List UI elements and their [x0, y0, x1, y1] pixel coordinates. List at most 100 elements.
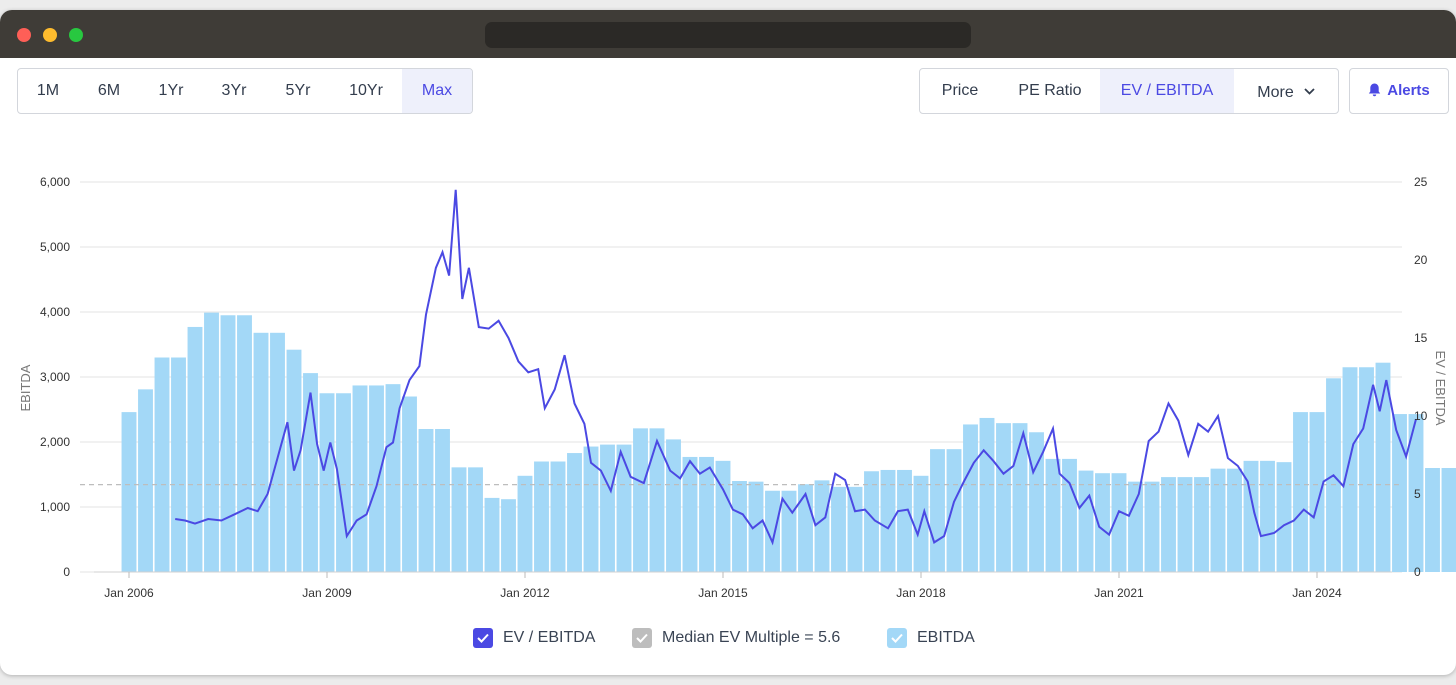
- ebitda-bar: [138, 389, 153, 572]
- legend-label-ebitda: EBITDA: [917, 629, 975, 646]
- more-label: More: [1257, 84, 1294, 101]
- ebitda-bar: [847, 486, 863, 572]
- x-tick-label: Jan 2024: [1292, 586, 1342, 600]
- ebitda-bar: [699, 456, 714, 572]
- ebitda-bar: [1309, 412, 1325, 572]
- ebitda-bar: [501, 499, 516, 572]
- y2-axis-label: EV / EBITDA: [1433, 350, 1448, 425]
- ebitda-bar: [682, 456, 698, 572]
- more-dropdown[interactable]: More: [1234, 69, 1338, 113]
- bell-icon: [1369, 83, 1381, 97]
- tab-price[interactable]: Price: [941, 82, 979, 99]
- ebitda-bar: [1375, 362, 1391, 572]
- ebitda-bar: [1095, 473, 1110, 572]
- ebitda-bar: [303, 373, 318, 572]
- legend-item-ev-ebitda[interactable]: EV / EBITDA: [473, 626, 595, 650]
- left-tick-label: 3,000: [40, 370, 70, 384]
- ebitda-bar: [204, 312, 219, 572]
- ebitda-bar: [1441, 468, 1456, 572]
- ebitda-bar: [154, 357, 170, 572]
- ebitda-bar: [319, 393, 335, 572]
- left-tick-label: 0: [63, 565, 70, 579]
- right-tick-label: 10: [1414, 409, 1428, 423]
- title-bar: [0, 10, 1456, 58]
- ebitda-bar: [633, 428, 648, 572]
- range-5yr-button[interactable]: 5Yr: [285, 82, 311, 99]
- minimize-window-button[interactable]: [43, 28, 57, 42]
- ebitda-bar: [996, 423, 1011, 572]
- right-tick-label: 25: [1414, 175, 1428, 189]
- ebitda-bar: [864, 471, 879, 572]
- ebitda-bar: [600, 444, 615, 572]
- ebitda-bar: [336, 393, 351, 572]
- ebitda-bar: [534, 461, 549, 572]
- checkbox-icon: [473, 628, 493, 648]
- ebitda-bar: [1111, 473, 1127, 572]
- ebitda-bar: [385, 384, 401, 572]
- ebitda-bar: [1227, 468, 1242, 572]
- ebitda-bar: [550, 461, 566, 572]
- ebitda-bar: [1194, 477, 1209, 572]
- legend-item-ebitda[interactable]: EBITDA: [887, 626, 975, 650]
- ebitda-bar: [121, 412, 137, 572]
- x-tick-label: Jan 2021: [1094, 586, 1144, 600]
- ebitda-bar: [1078, 470, 1094, 572]
- x-tick-label: Jan 2018: [896, 586, 946, 600]
- ebitda-bar: [798, 484, 813, 572]
- ebitda-bar: [732, 481, 747, 572]
- right-axis-ticks: 0 5 10 15 20 25: [1414, 175, 1428, 579]
- ebitda-bar: [831, 486, 846, 572]
- left-tick-label: 5,000: [40, 240, 70, 254]
- ebitda-bar: [567, 453, 582, 572]
- ebitda-bar: [649, 428, 665, 572]
- range-10yr-button[interactable]: 10Yr: [349, 82, 383, 99]
- ebitda-bar: [946, 449, 962, 572]
- ebitda-bar: [781, 490, 797, 572]
- ev-ebitda-line: [175, 189, 1417, 546]
- right-tick-label: 5: [1414, 487, 1421, 501]
- left-tick-label: 6,000: [40, 175, 70, 189]
- close-window-button[interactable]: [17, 28, 31, 42]
- ebitda-bar: [484, 497, 500, 572]
- ebitda-bar: [220, 315, 236, 572]
- ebitda-bar: [517, 475, 533, 572]
- ebitda-bar: [666, 439, 681, 572]
- range-1yr-button[interactable]: 1Yr: [158, 82, 184, 99]
- address-bar[interactable]: [485, 22, 971, 48]
- ebitda-bar: [1425, 468, 1440, 572]
- ebitda-bar: [171, 357, 186, 572]
- legend-label-ev: EV / EBITDA: [503, 629, 596, 646]
- ebitda-bar: [897, 469, 912, 572]
- range-6m-button[interactable]: 6M: [97, 82, 121, 99]
- ebitda-bar: [979, 417, 995, 572]
- y-axis-label: EBITDA: [18, 364, 33, 411]
- ebitda-bar: [715, 460, 731, 572]
- range-1m-button[interactable]: 1M: [36, 82, 60, 99]
- ebitda-bar: [1128, 481, 1143, 572]
- x-tick-label: Jan 2009: [302, 586, 352, 600]
- ebitda-bars: [121, 312, 1456, 572]
- legend-item-median[interactable]: Median EV Multiple = 5.6: [632, 626, 840, 650]
- tab-ev-ebitda[interactable]: EV / EBITDA: [1100, 69, 1234, 113]
- alerts-button[interactable]: Alerts: [1349, 68, 1449, 114]
- ebitda-bar: [930, 449, 945, 572]
- left-tick-label: 1,000: [40, 500, 70, 514]
- range-max-button[interactable]: Max: [402, 69, 472, 113]
- ebitda-bar: [369, 385, 384, 572]
- ebitda-bar: [1243, 460, 1259, 572]
- ebitda-bar: [1342, 367, 1358, 572]
- range-3yr-button[interactable]: 3Yr: [221, 82, 247, 99]
- ebitda-bar: [402, 396, 417, 572]
- ebitda-bar: [616, 444, 632, 572]
- ebitda-bar: [814, 480, 830, 572]
- ebitda-bar: [1408, 414, 1424, 572]
- right-tick-label: 0: [1414, 565, 1421, 579]
- ebitda-bar: [253, 332, 269, 572]
- ebitda-bar: [880, 469, 896, 572]
- ebitda-bar: [1359, 367, 1374, 572]
- x-axis-ticks: Jan 2006 Jan 2009 Jan 2012 Jan 2015 Jan 2018…: [94, 571, 1392, 600]
- ebitda-bar: [963, 424, 978, 572]
- tab-pe-ratio[interactable]: PE Ratio: [1018, 82, 1082, 99]
- maximize-window-button[interactable]: [69, 28, 83, 42]
- ebitda-bar: [1161, 477, 1176, 572]
